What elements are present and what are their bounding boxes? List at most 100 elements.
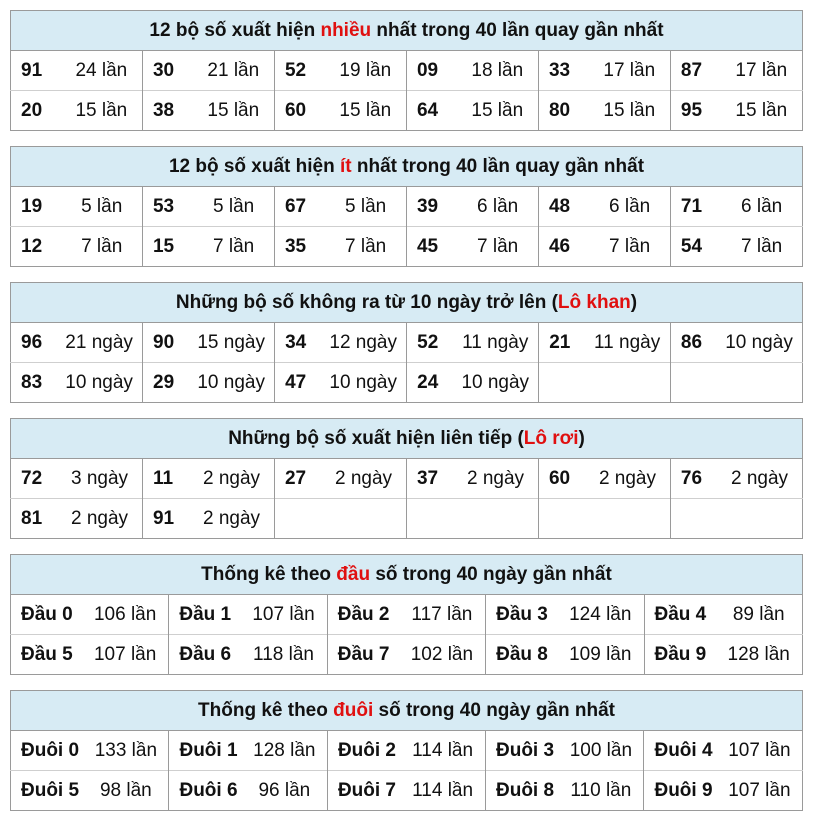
- cell-value: 7 lần: [589, 226, 671, 267]
- cell-value: 3 ngày: [57, 458, 143, 499]
- dau-stats-table: Thống kê theo đầu số trong 40 ngày gần n…: [10, 554, 803, 675]
- cell-value: 2 ngày: [585, 458, 671, 499]
- cell-value: 21 ngày: [56, 322, 144, 363]
- table-title: Thống kê theo đầu số trong 40 ngày gần n…: [10, 554, 803, 595]
- cell-label: 29: [142, 362, 189, 403]
- empty-cell: [585, 498, 671, 539]
- table-row: 12 7 lần 15 7 lần 35 7 lần 45 7 lần 46 7 lần 54 7 l…: [10, 226, 803, 267]
- cell-label: 24: [406, 362, 453, 403]
- cell-value: 12 ngày: [320, 322, 408, 363]
- cell-value: 15 lần: [324, 90, 407, 131]
- cell-value: 117 lần: [398, 594, 487, 635]
- table-row: 81 2 ngày 91 2 ngày: [10, 498, 803, 539]
- empty-cell: [321, 498, 407, 539]
- cell-label: Đầu 4: [644, 594, 716, 635]
- title-text: 12 bộ số xuất hiện: [149, 19, 321, 41]
- cell-value: 128 lần: [715, 634, 803, 675]
- cell-value: 19 lần: [324, 50, 407, 91]
- cell-value: 107 lần: [716, 730, 803, 771]
- cell-label: Đuôi 0: [10, 730, 84, 771]
- cell-label: Đuôi 8: [485, 770, 559, 811]
- empty-cell: [716, 362, 803, 403]
- cell-value: 17 lần: [588, 50, 671, 91]
- cell-label: Đuôi 5: [10, 770, 84, 811]
- cell-value: 7 lần: [721, 226, 803, 267]
- cell-value: 15 lần: [588, 90, 671, 131]
- cell-value: 98 lần: [83, 770, 170, 811]
- cell-value: 15 lần: [456, 90, 539, 131]
- cell-label: Đuôi 2: [327, 730, 401, 771]
- cell-label: 60: [274, 90, 325, 131]
- empty-cell: [670, 362, 717, 403]
- table-row: 96 21 ngày 90 15 ngày 34 12 ngày 52 11 ngày 21 11…: [10, 322, 803, 363]
- cell-label: 81: [10, 498, 58, 539]
- cell-value: 2 ngày: [57, 498, 143, 539]
- cell-label: 54: [670, 226, 722, 267]
- cell-label: 52: [274, 50, 325, 91]
- cell-value: 2 ngày: [189, 458, 275, 499]
- cell-label: Đầu 5: [10, 634, 82, 675]
- cell-value: 5 lần: [61, 186, 143, 227]
- most-frequent-table: 12 bộ số xuất hiện nhiều nhất trong 40 l…: [10, 10, 803, 131]
- cell-value: 89 lần: [715, 594, 803, 635]
- cell-value: 15 ngày: [188, 322, 276, 363]
- cell-value: 128 lần: [241, 730, 328, 771]
- empty-cell: [406, 498, 454, 539]
- table-title: Những bộ số xuất hiện liên tiếp (Lô rơi): [10, 418, 803, 459]
- title-text: ): [578, 427, 585, 449]
- empty-cell: [274, 498, 322, 539]
- cell-label: 33: [538, 50, 589, 91]
- title-text: Thống kê theo: [198, 699, 334, 721]
- table-title: 12 bộ số xuất hiện ít nhất trong 40 lần …: [10, 146, 803, 187]
- cell-label: 47: [274, 362, 321, 403]
- cell-label: 35: [274, 226, 326, 267]
- cell-value: 114 lần: [400, 730, 487, 771]
- cell-value: 102 lần: [398, 634, 487, 675]
- table-title: 12 bộ số xuất hiện nhiều nhất trong 40 l…: [10, 10, 803, 51]
- cell-value: 10 ngày: [320, 362, 408, 403]
- cell-value: 5 lần: [325, 186, 407, 227]
- cell-value: 15 lần: [192, 90, 275, 131]
- cell-value: 107 lần: [81, 634, 170, 675]
- cell-label: 34: [274, 322, 321, 363]
- title-text: số trong 40 ngày gần nhất: [370, 563, 612, 585]
- cell-value: 5 lần: [193, 186, 275, 227]
- cell-value: 10 ngày: [188, 362, 276, 403]
- cell-label: 64: [406, 90, 457, 131]
- lo-khan-table: Những bộ số không ra từ 10 ngày trở lên …: [10, 282, 803, 403]
- cell-label: 39: [406, 186, 458, 227]
- cell-label: 37: [406, 458, 454, 499]
- cell-value: 2 ngày: [717, 458, 803, 499]
- cell-value: 21 lần: [192, 50, 275, 91]
- title-text: ): [630, 291, 638, 313]
- cell-label: 45: [406, 226, 458, 267]
- title-highlight: Lô rơi: [523, 427, 579, 449]
- title-text: nhất trong 40 lần quay gần nhất: [371, 19, 664, 41]
- title-highlight: đầu: [336, 563, 371, 585]
- cell-value: 6 lần: [457, 186, 539, 227]
- cell-label: 83: [10, 362, 57, 403]
- title-text: nhất trong 40 lần quay gần nhất: [351, 155, 645, 177]
- cell-value: 2 ngày: [189, 498, 275, 539]
- cell-label: 38: [142, 90, 193, 131]
- cell-label: Đầu 3: [485, 594, 558, 635]
- table-row: 83 10 ngày 29 10 ngày 47 10 ngày 24 10 ngày: [10, 362, 803, 403]
- cell-label: 72: [10, 458, 58, 499]
- cell-value: 7 lần: [61, 226, 143, 267]
- cell-label: 86: [670, 322, 717, 363]
- empty-cell: [538, 498, 586, 539]
- cell-value: 24 lần: [60, 50, 143, 91]
- cell-label: 91: [142, 498, 190, 539]
- cell-label: 80: [538, 90, 589, 131]
- least-frequent-table: 12 bộ số xuất hiện ít nhất trong 40 lần …: [10, 146, 803, 267]
- title-highlight: ít: [340, 155, 352, 177]
- cell-value: 107 lần: [716, 770, 803, 811]
- cell-value: 11 ngày: [452, 322, 540, 363]
- title-text: Những bộ số không ra từ 10 ngày trở lên …: [175, 291, 558, 313]
- cell-value: 133 lần: [83, 730, 170, 771]
- cell-label: 60: [538, 458, 586, 499]
- cell-label: 76: [670, 458, 718, 499]
- cell-value: 10 ngày: [716, 322, 803, 363]
- cell-value: 7 lần: [325, 226, 407, 267]
- cell-label: Đuôi 3: [485, 730, 559, 771]
